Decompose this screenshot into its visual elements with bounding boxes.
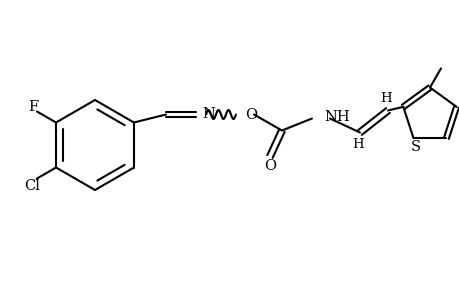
Text: H: H	[379, 92, 391, 105]
Text: S: S	[409, 140, 420, 154]
Text: O: O	[245, 107, 257, 122]
Text: H: H	[352, 138, 363, 151]
Text: O: O	[263, 158, 275, 172]
Text: Cl: Cl	[24, 178, 40, 193]
Text: N: N	[202, 106, 214, 121]
Text: F: F	[28, 100, 38, 113]
Text: NH: NH	[323, 110, 349, 124]
